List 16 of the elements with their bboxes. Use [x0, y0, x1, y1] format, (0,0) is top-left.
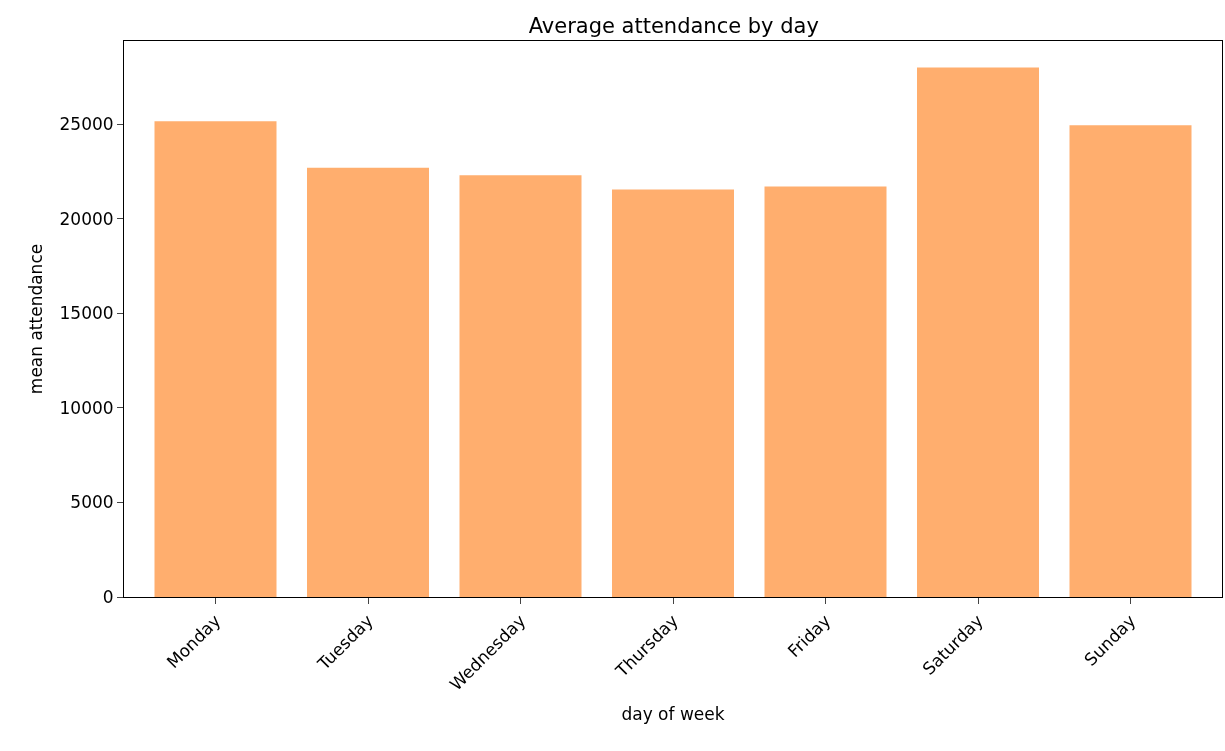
- x-axis-title: day of week: [621, 703, 725, 724]
- bar: [612, 189, 734, 597]
- bar: [307, 167, 429, 597]
- y-tick-label: 15000: [59, 303, 114, 324]
- bar: [917, 67, 1039, 597]
- y-axis-title: mean attendance: [26, 243, 47, 395]
- y-tick-label: 25000: [59, 114, 114, 135]
- y-tick-label: 5000: [70, 492, 114, 513]
- bar: [459, 175, 582, 597]
- bar: [154, 121, 277, 597]
- y-tick-label: 10000: [59, 397, 114, 418]
- chart-title: Average attendance by day: [528, 14, 819, 39]
- bar: [764, 186, 887, 597]
- bar: [1069, 125, 1192, 597]
- y-tick-label: 20000: [59, 208, 114, 229]
- y-tick-label: 0: [102, 586, 114, 607]
